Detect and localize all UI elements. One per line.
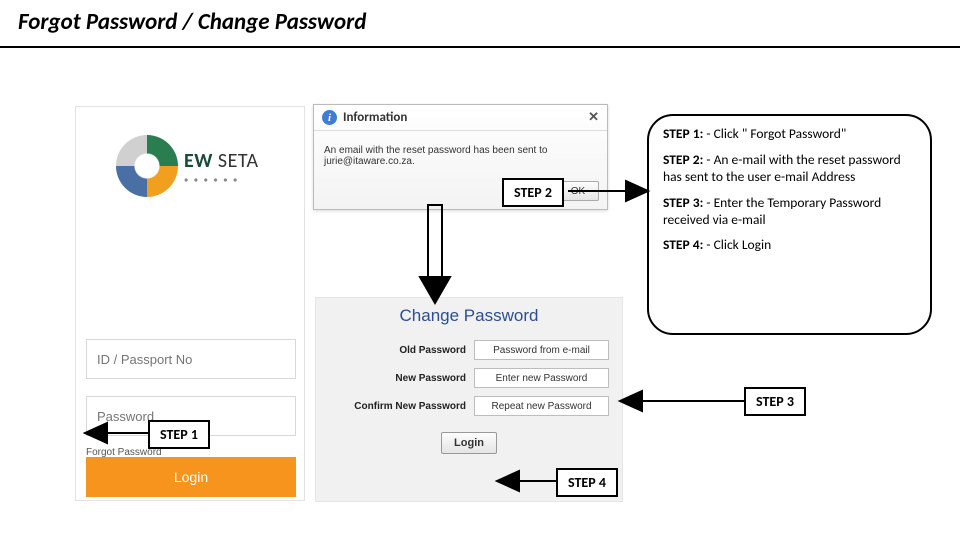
step-2-label: STEP 2 bbox=[502, 178, 564, 207]
confirm-password-input[interactable] bbox=[474, 396, 609, 416]
change-password-title: Change Password bbox=[316, 298, 622, 336]
page-title: Forgot Password / Change Password bbox=[18, 8, 366, 36]
arrow-step1 bbox=[85, 420, 150, 450]
step-4-body: - Click Login bbox=[703, 236, 771, 253]
new-password-input[interactable] bbox=[474, 368, 609, 388]
arrow-step4 bbox=[497, 468, 559, 496]
step-1-body: - Click " Forgot Password" bbox=[703, 125, 846, 142]
arrow-down bbox=[418, 205, 452, 305]
step-3-text: STEP 3: - Enter the Temporary Password r… bbox=[663, 195, 916, 229]
id-passport-input[interactable] bbox=[86, 339, 296, 379]
arrow-step2 bbox=[568, 178, 650, 208]
arrow-step3 bbox=[620, 388, 746, 416]
ewseta-logo: EW SETA ● ● ● ● ● ● bbox=[116, 127, 266, 207]
step-4-text: STEP 4: - Click Login bbox=[663, 237, 916, 254]
close-icon[interactable]: ✕ bbox=[588, 110, 599, 125]
logo-icon bbox=[116, 135, 178, 197]
cp-row-old: Old Password bbox=[316, 336, 622, 364]
info-dialog-body: An email with the reset password has bee… bbox=[314, 131, 607, 177]
step-1-label: STEP 1 bbox=[148, 420, 210, 449]
title-underline bbox=[0, 46, 960, 48]
cp-row-new: New Password bbox=[316, 364, 622, 392]
logo-dots: ● ● ● ● ● ● bbox=[184, 175, 239, 184]
cp-label-old: Old Password bbox=[326, 345, 466, 356]
cp-row-confirm: Confirm New Password bbox=[316, 392, 622, 420]
step-4-label: STEP 4 bbox=[556, 468, 618, 497]
info-title-text: Information bbox=[343, 110, 407, 125]
info-icon: i bbox=[322, 110, 337, 125]
step-2-text: STEP 2: - An e-mail with the reset passw… bbox=[663, 152, 916, 186]
cp-label-new: New Password bbox=[326, 373, 466, 384]
change-password-login-button[interactable]: Login bbox=[441, 432, 497, 454]
login-button[interactable]: Login bbox=[86, 457, 296, 497]
logo-text: EW SETA bbox=[184, 149, 259, 173]
step-3-label: STEP 3 bbox=[744, 387, 806, 416]
logo-bold: EW bbox=[184, 149, 213, 173]
steps-callout: STEP 1: - Click " Forgot Password" STEP … bbox=[647, 114, 932, 335]
logo-light: SETA bbox=[218, 149, 259, 173]
old-password-input[interactable] bbox=[474, 340, 609, 360]
cp-label-confirm: Confirm New Password bbox=[326, 401, 466, 412]
step-1-text: STEP 1: - Click " Forgot Password" bbox=[663, 126, 916, 143]
info-dialog-title: i Information ✕ bbox=[314, 105, 607, 131]
